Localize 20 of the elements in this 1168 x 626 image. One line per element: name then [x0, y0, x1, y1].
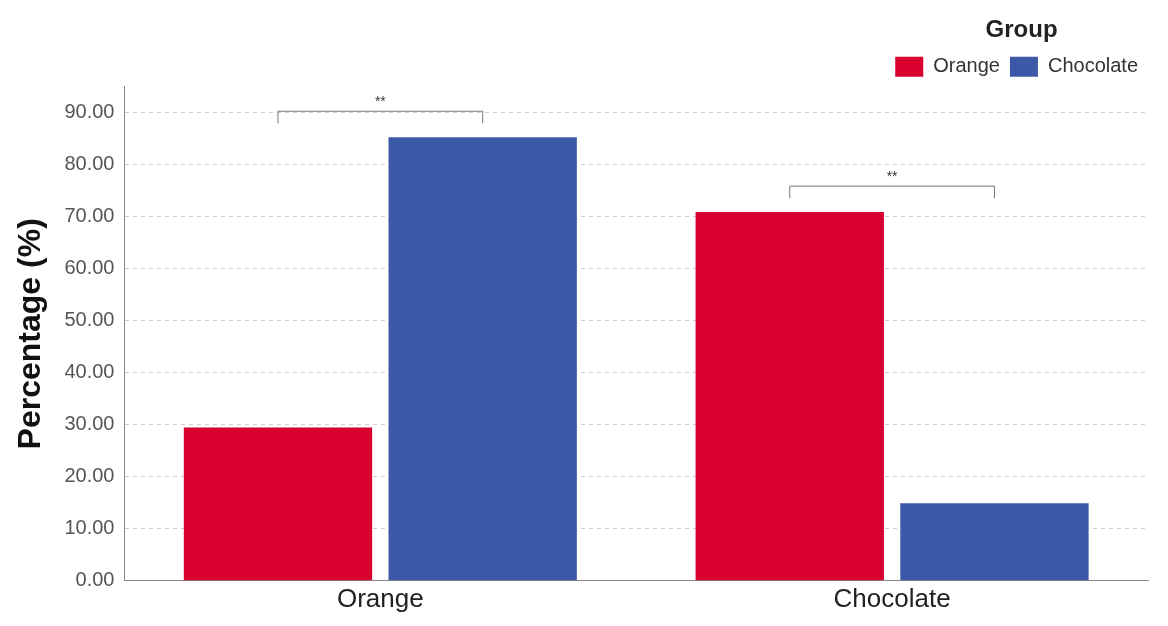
y-tick-label: 0.00 — [75, 568, 115, 591]
bar — [388, 137, 577, 581]
annotation: ** — [886, 167, 899, 184]
y-tick-label: 80.00 — [64, 152, 115, 175]
annotation: ** — [374, 93, 387, 110]
y-tick-label: 40.00 — [64, 360, 115, 383]
y-tick-label: 50.00 — [64, 308, 115, 331]
y-tick-label: 20.00 — [64, 464, 115, 487]
legend-label: Chocolate — [1047, 54, 1138, 77]
y-tick-label: 70.00 — [64, 204, 115, 227]
y-tick-label: 60.00 — [64, 256, 115, 279]
y-tick-label: 30.00 — [64, 412, 115, 435]
bar — [900, 503, 1089, 581]
bar — [695, 212, 884, 581]
legend-title: Group — [985, 14, 1058, 42]
bar — [183, 427, 373, 581]
y-tick-label: 10.00 — [64, 516, 115, 539]
legend-label: Orange — [933, 54, 1000, 77]
y-axis-title: Percentage (%) — [11, 218, 48, 450]
y-tick-label: 90.00 — [64, 100, 115, 123]
